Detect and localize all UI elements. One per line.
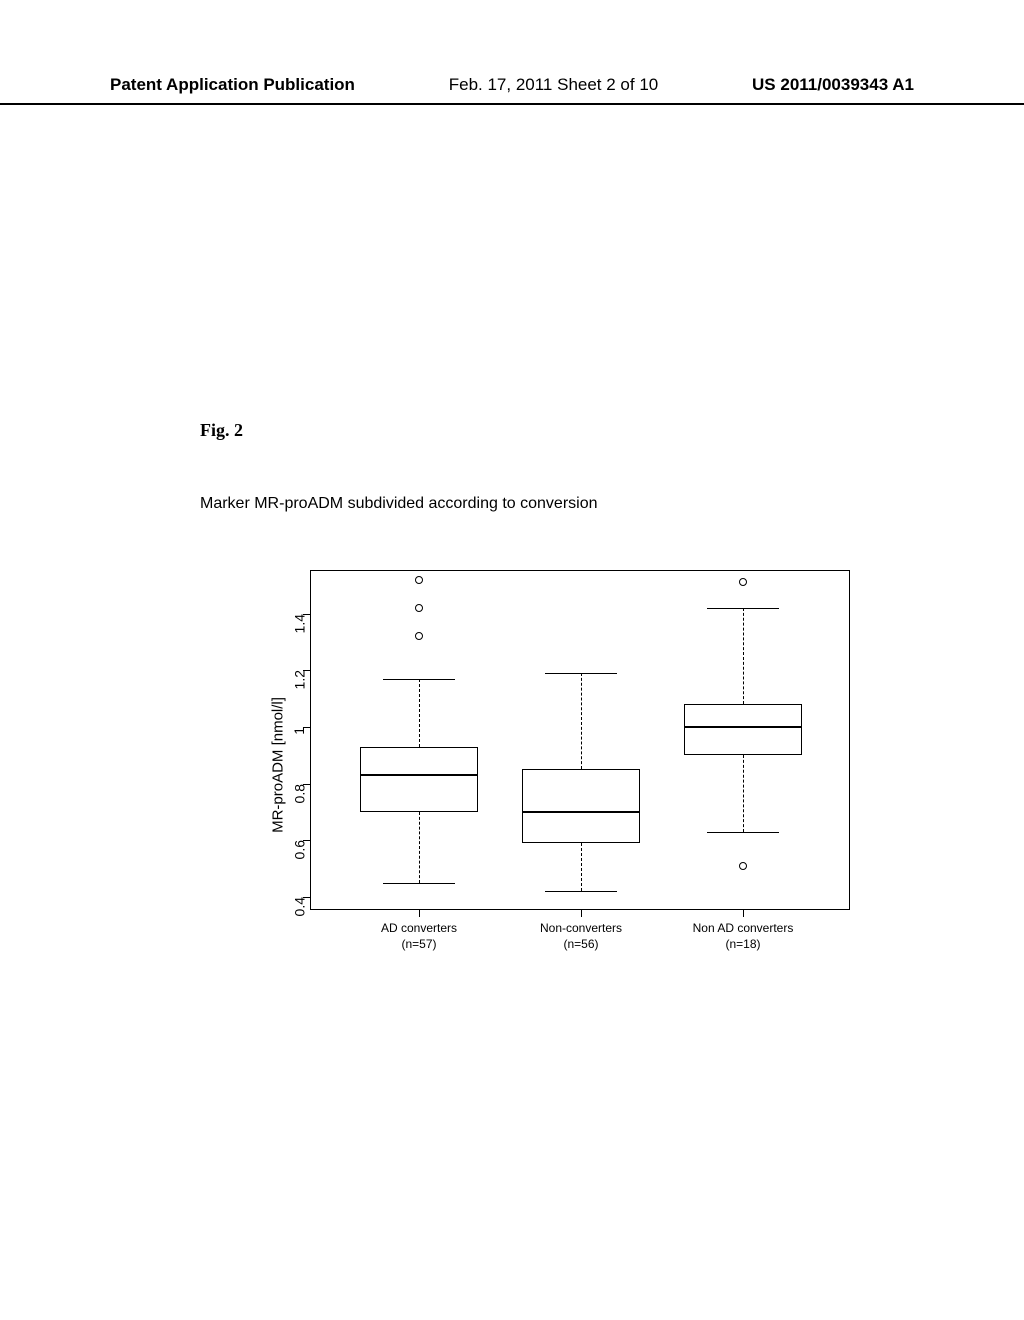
whisker-lower: [743, 755, 744, 832]
box: [360, 747, 479, 812]
x-tick: [419, 909, 420, 917]
box: [522, 769, 641, 843]
plot-area: 0.40.60.811.21.4AD converters(n=57)Non-c…: [310, 570, 850, 910]
boxplot-chart: MR-proADM [nmol/l] 0.40.60.811.21.4AD co…: [260, 570, 850, 960]
x-tick-label: AD converters(n=57): [381, 921, 457, 952]
header-center: Feb. 17, 2011 Sheet 2 of 10: [449, 75, 659, 95]
outlier-point: [415, 632, 423, 640]
x-tick-label: Non-converters(n=56): [540, 921, 622, 952]
header-left: Patent Application Publication: [110, 75, 355, 95]
whisker-lower: [419, 812, 420, 883]
whisker-upper: [743, 608, 744, 704]
outlier-point: [415, 576, 423, 584]
chart-title: Marker MR-proADM subdivided according to…: [200, 495, 598, 513]
whisker-cap: [545, 673, 616, 674]
whisker-upper: [581, 673, 582, 769]
y-tick-label: 1.4: [291, 614, 307, 633]
outlier-point: [739, 862, 747, 870]
y-tick-label: 0.8: [291, 784, 307, 803]
whisker-lower: [581, 843, 582, 891]
whisker-cap: [707, 608, 778, 609]
y-axis-label: MR-proADM [nmol/l]: [269, 697, 286, 833]
outlier-point: [415, 604, 423, 612]
y-tick-label: 0.4: [291, 897, 307, 916]
whisker-cap: [383, 679, 454, 680]
x-tick: [743, 909, 744, 917]
y-tick-label: 0.6: [291, 840, 307, 859]
x-tick: [581, 909, 582, 917]
whisker-cap: [707, 832, 778, 833]
y-tick-label: 1: [291, 727, 307, 735]
page-header: Patent Application Publication Feb. 17, …: [0, 75, 1024, 105]
y-tick-label: 1.2: [291, 670, 307, 689]
figure-label: Fig. 2: [200, 420, 243, 441]
median-line: [360, 774, 479, 776]
median-line: [684, 726, 803, 728]
x-tick-label: Non AD converters(n=18): [693, 921, 794, 952]
header-right: US 2011/0039343 A1: [752, 75, 914, 95]
whisker-cap: [383, 883, 454, 884]
outlier-point: [739, 578, 747, 586]
whisker-upper: [419, 679, 420, 747]
whisker-cap: [545, 891, 616, 892]
median-line: [522, 811, 641, 813]
box: [684, 704, 803, 755]
